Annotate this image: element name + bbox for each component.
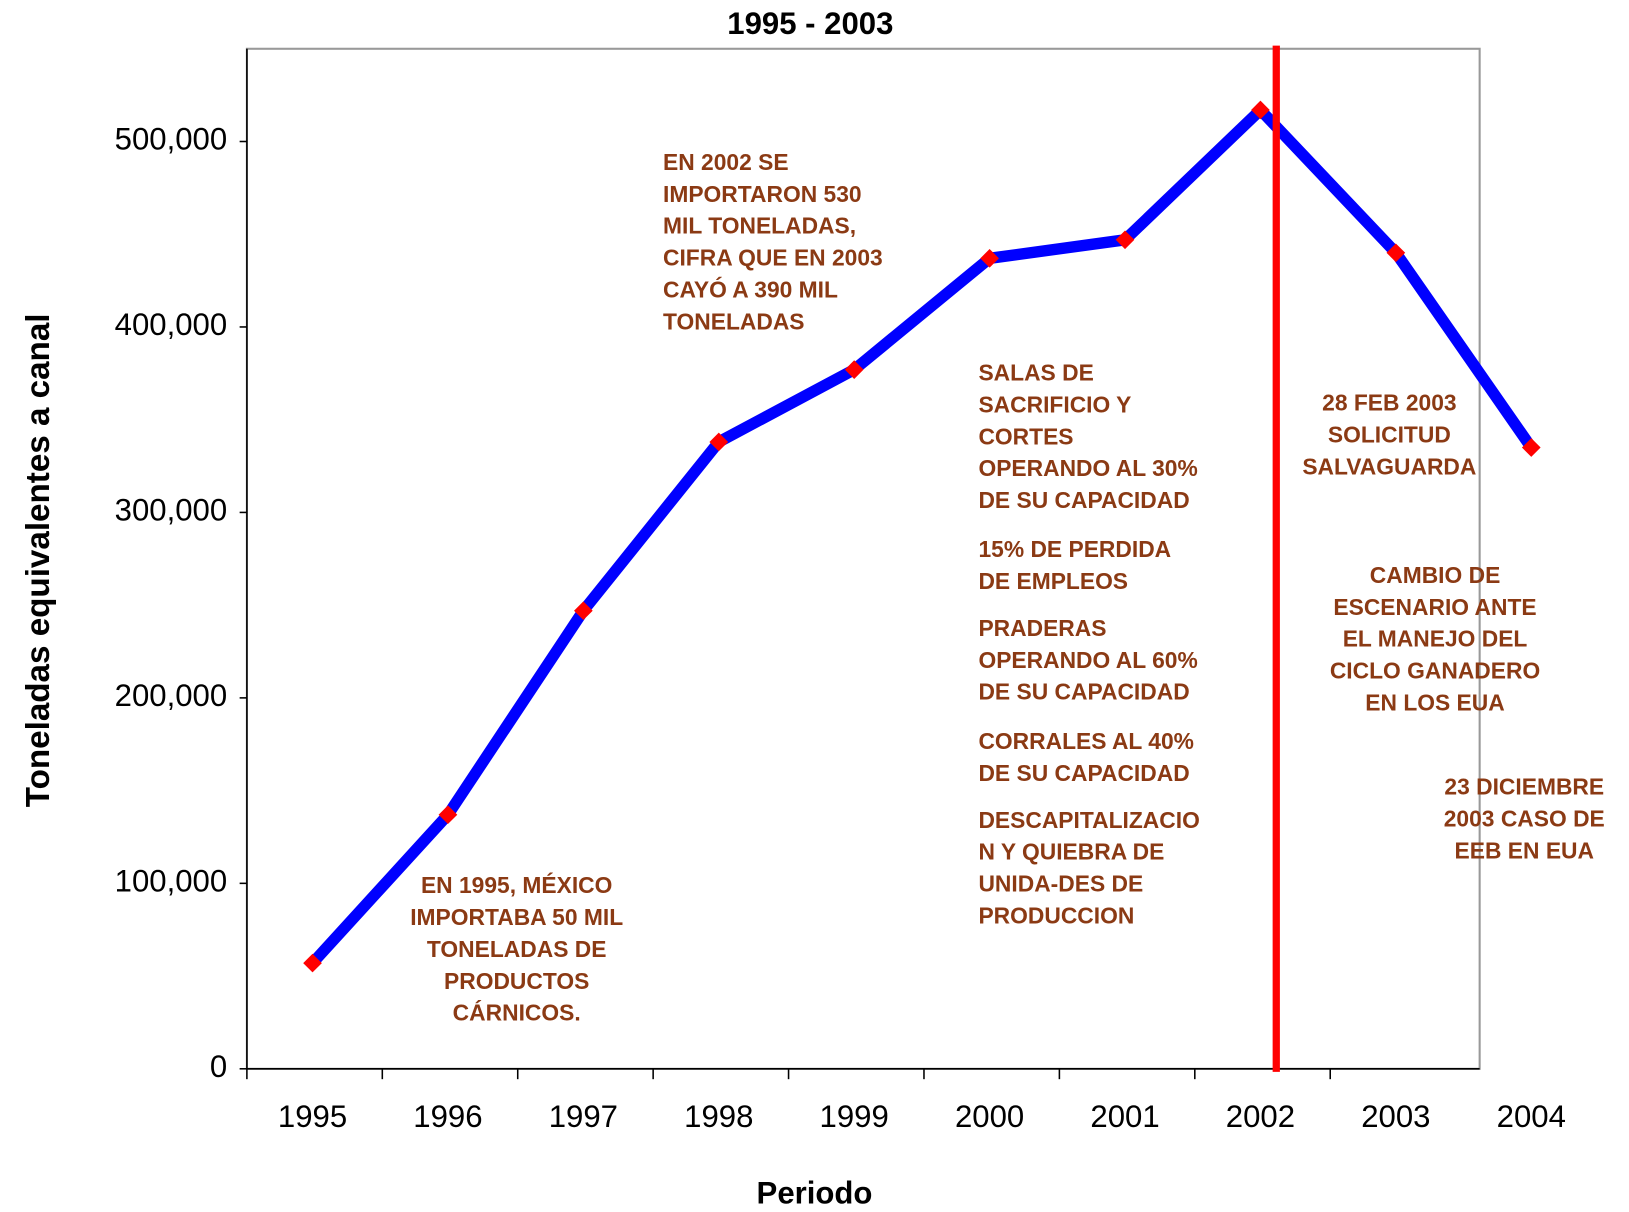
- annotation: CÁRNICOS.: [453, 1000, 581, 1026]
- data-marker: [1251, 100, 1270, 120]
- y-tick-label: 100,000: [115, 864, 228, 899]
- annotation: DE SU CAPACIDAD: [978, 487, 1189, 513]
- data-marker: [574, 601, 593, 621]
- annotation: TONELADAS DE: [427, 936, 607, 962]
- x-tick-label: 1995: [278, 1099, 347, 1134]
- x-tick-label: 2003: [1361, 1099, 1430, 1134]
- annotation: PRODUCCION: [978, 902, 1134, 928]
- annotation: SOLICITUD: [1328, 422, 1451, 448]
- data-marker: [1521, 438, 1541, 457]
- annotation: OPERANDO AL 60%: [978, 647, 1197, 673]
- annotation: 28 FEB 2003: [1322, 390, 1456, 416]
- x-tick-label: 2002: [1226, 1099, 1295, 1134]
- annotation: TONELADAS: [663, 308, 805, 334]
- data-line: [308, 104, 1536, 967]
- x-tick-label: 2001: [1090, 1099, 1159, 1134]
- annotation: CORTES: [978, 423, 1073, 449]
- annotation: DE SU CAPACIDAD: [978, 760, 1189, 786]
- annotation: SACRIFICIO Y: [978, 391, 1131, 417]
- x-axis-label: Periodo: [757, 1176, 873, 1211]
- data-marker: [1115, 230, 1135, 250]
- annotation: 2003 CASO DE: [1444, 806, 1605, 832]
- annotation: EL MANEJO DEL: [1343, 626, 1528, 652]
- annotation: DESCAPITALIZACIO: [978, 807, 1199, 833]
- x-tick-label: 1999: [820, 1099, 889, 1134]
- chart-title: 1995 - 2003: [727, 6, 893, 41]
- annotation: EN 1995, MÉXICO: [421, 872, 612, 898]
- annotation: CICLO GANADERO: [1330, 658, 1540, 684]
- x-tick-label: 1996: [413, 1099, 482, 1134]
- y-tick-label: 0: [210, 1049, 227, 1084]
- annotation: CAMBIO DE: [1370, 562, 1501, 588]
- data-marker: [980, 249, 999, 268]
- annotation: IMPORTABA 50 MIL: [410, 904, 623, 930]
- y-tick-label: 400,000: [115, 307, 228, 342]
- annotation: N Y QUIEBRA DE: [978, 839, 1164, 865]
- annotation: 23 DICIEMBRE: [1444, 774, 1604, 800]
- annotation: CIFRA QUE EN 2003: [663, 245, 883, 271]
- annotation: DE SU CAPACIDAD: [978, 679, 1189, 705]
- data-marker: [709, 432, 729, 452]
- annotation: EN LOS EUA: [1365, 689, 1504, 715]
- x-tick-label: 1997: [549, 1099, 618, 1134]
- annotation: SALAS DE: [978, 360, 1093, 386]
- y-tick-label: 200,000: [115, 678, 228, 713]
- y-tick-label: 300,000: [115, 493, 228, 528]
- y-axis-label: Toneladas equivalentes a canal: [20, 313, 57, 807]
- x-tick-label: 2000: [955, 1099, 1024, 1134]
- annotation: IMPORTARON 530: [663, 181, 862, 207]
- x-tick-label: 1998: [684, 1099, 753, 1134]
- annotation: PRADERAS: [978, 615, 1106, 641]
- annotation: EEB EN EUA: [1455, 837, 1594, 863]
- annotation: DE EMPLEOS: [978, 568, 1128, 594]
- annotation: OPERANDO AL 30%: [978, 455, 1197, 481]
- x-tick-label: 2004: [1497, 1099, 1566, 1134]
- y-tick-label: 500,000: [115, 122, 228, 157]
- annotation: SALVAGUARDA: [1302, 453, 1476, 479]
- data-marker: [1386, 243, 1406, 263]
- annotation: MIL TONELADAS,: [663, 213, 856, 239]
- data-marker: [303, 953, 322, 973]
- annotation: CORRALES AL 40%: [978, 728, 1194, 754]
- annotation: PRODUCTOS: [444, 968, 589, 994]
- annotation: CAYÓ A 390 MIL: [663, 276, 838, 302]
- annotation: 15% DE PERDIDA: [978, 536, 1171, 562]
- annotation: EN 2002 SE: [663, 149, 789, 175]
- annotation: ESCENARIO ANTE: [1333, 594, 1536, 620]
- annotation: UNIDA-DES DE: [978, 871, 1143, 897]
